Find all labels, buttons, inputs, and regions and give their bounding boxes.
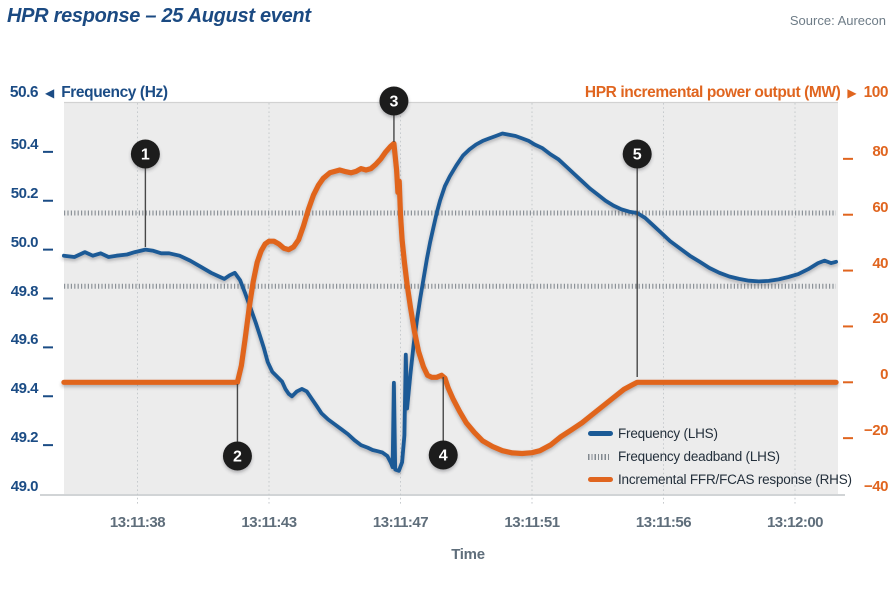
right-tick-label-80: 80 — [872, 142, 888, 160]
x-tick-label-13:12:00: 13:12:00 — [766, 514, 824, 531]
event-marker-circle-3 — [379, 86, 409, 116]
event-marker-number-3: 3 — [389, 94, 398, 111]
line-swatch-icon — [588, 431, 618, 436]
left-axis-title: Frequency (Hz) — [61, 83, 168, 101]
event-marker-number-5: 5 — [633, 147, 642, 164]
event-marker-number-4: 4 — [439, 448, 448, 465]
event-marker-circle-5 — [622, 139, 652, 169]
right-tick-label-−40: −40 — [864, 478, 888, 495]
left-tick-label-49.6: 49.6 — [10, 331, 39, 349]
legend-swatch — [588, 453, 611, 460]
left-tick-label-49.8: 49.8 — [10, 282, 39, 300]
event-marker-circle-1 — [130, 139, 160, 169]
right-axis-header: HPR incremental power output (MW) ▶ 100 — [584, 83, 889, 102]
right-axis-top-tick: 100 — [863, 83, 889, 101]
left-axis-arrow-icon: ◀ — [45, 85, 55, 100]
line-swatch-icon — [588, 477, 618, 482]
right-tick-label-20: 20 — [872, 310, 888, 328]
chart-title: HPR response – 25 August event — [7, 5, 311, 27]
right-axis-arrow-icon: ▶ — [847, 85, 857, 100]
event-marker-number-2: 2 — [233, 449, 242, 466]
right-axis-title: HPR incremental power output (MW) — [584, 83, 841, 101]
event-marker-number-1: 1 — [141, 147, 150, 164]
legend-label: Frequency (LHS) — [618, 426, 718, 441]
left-tick-label-50.0: 50.0 — [10, 233, 39, 251]
legend-label: Frequency deadband (LHS) — [618, 449, 780, 464]
left-tick-label-49.2: 49.2 — [10, 429, 39, 447]
right-tick-label-60: 60 — [872, 198, 888, 216]
legend-item-2: Incremental FFR/FCAS response (RHS) — [588, 468, 852, 491]
left-tick-label-49.0: 49.0 — [10, 478, 39, 495]
legend: Frequency (LHS) Frequency deadband (LHS) I… — [588, 422, 852, 491]
left-axis-header: 50.6 ◀ Frequency (Hz) — [0, 83, 168, 102]
deadband-swatch-icon — [588, 453, 618, 460]
left-tick-label-50.4: 50.4 — [10, 135, 39, 153]
right-tick-label-40: 40 — [872, 254, 888, 272]
legend-label: Incremental FFR/FCAS response (RHS) — [618, 472, 852, 487]
x-axis-title: Time — [451, 546, 485, 563]
series-frequency — [62, 131, 838, 473]
series-hpr-response — [61, 140, 839, 457]
left-axis-top-tick: 50.6 — [9, 83, 39, 101]
event-marker-circle-2 — [222, 441, 252, 471]
x-tick-label-13:11:43: 13:11:43 — [241, 514, 297, 531]
right-tick-label-0: 0 — [880, 366, 888, 384]
x-tick-label-13:11:38: 13:11:38 — [109, 514, 166, 531]
x-tick-label-13:11:56: 13:11:56 — [635, 514, 692, 531]
x-tick-label-13:11:47: 13:11:47 — [372, 514, 429, 531]
legend-swatch — [588, 477, 613, 482]
legend-item-0: Frequency (LHS) — [588, 422, 852, 445]
plot-background — [64, 103, 838, 494]
source-attribution: Source: Aurecon — [789, 13, 886, 28]
legend-swatch — [588, 431, 613, 436]
right-tick-label-−20: −20 — [864, 422, 888, 440]
legend-item-1: Frequency deadband (LHS) — [588, 445, 852, 468]
x-tick-label-13:11:51: 13:11:51 — [504, 514, 560, 531]
left-tick-label-50.2: 50.2 — [10, 184, 39, 202]
event-marker-circle-4 — [428, 440, 458, 470]
left-tick-label-49.4: 49.4 — [10, 380, 39, 398]
